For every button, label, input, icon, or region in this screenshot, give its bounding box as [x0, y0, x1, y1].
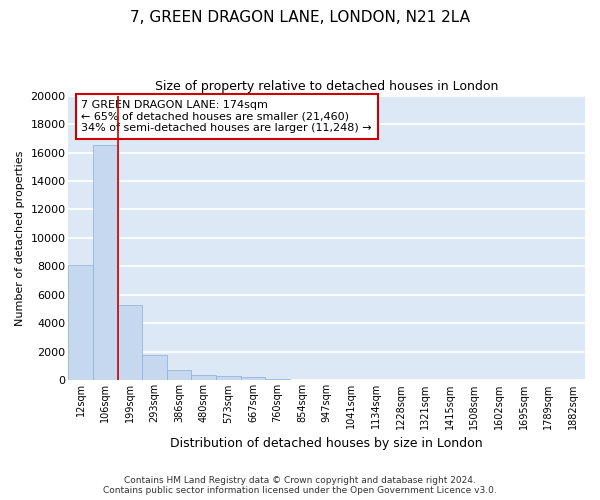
Bar	[216, 376, 241, 380]
Bar	[167, 370, 191, 380]
Bar	[241, 377, 265, 380]
Bar	[68, 265, 93, 380]
Title: Size of property relative to detached houses in London: Size of property relative to detached ho…	[155, 80, 499, 93]
X-axis label: Distribution of detached houses by size in London: Distribution of detached houses by size …	[170, 437, 483, 450]
Text: 7, GREEN DRAGON LANE, LONDON, N21 2LA: 7, GREEN DRAGON LANE, LONDON, N21 2LA	[130, 10, 470, 25]
Y-axis label: Number of detached properties: Number of detached properties	[15, 150, 25, 326]
Bar	[265, 378, 290, 380]
Text: Contains HM Land Registry data © Crown copyright and database right 2024.
Contai: Contains HM Land Registry data © Crown c…	[103, 476, 497, 495]
Bar	[118, 305, 142, 380]
Bar	[142, 356, 167, 380]
Text: 7 GREEN DRAGON LANE: 174sqm
← 65% of detached houses are smaller (21,460)
34% of: 7 GREEN DRAGON LANE: 174sqm ← 65% of det…	[82, 100, 372, 133]
Bar	[93, 146, 118, 380]
Bar	[191, 376, 216, 380]
